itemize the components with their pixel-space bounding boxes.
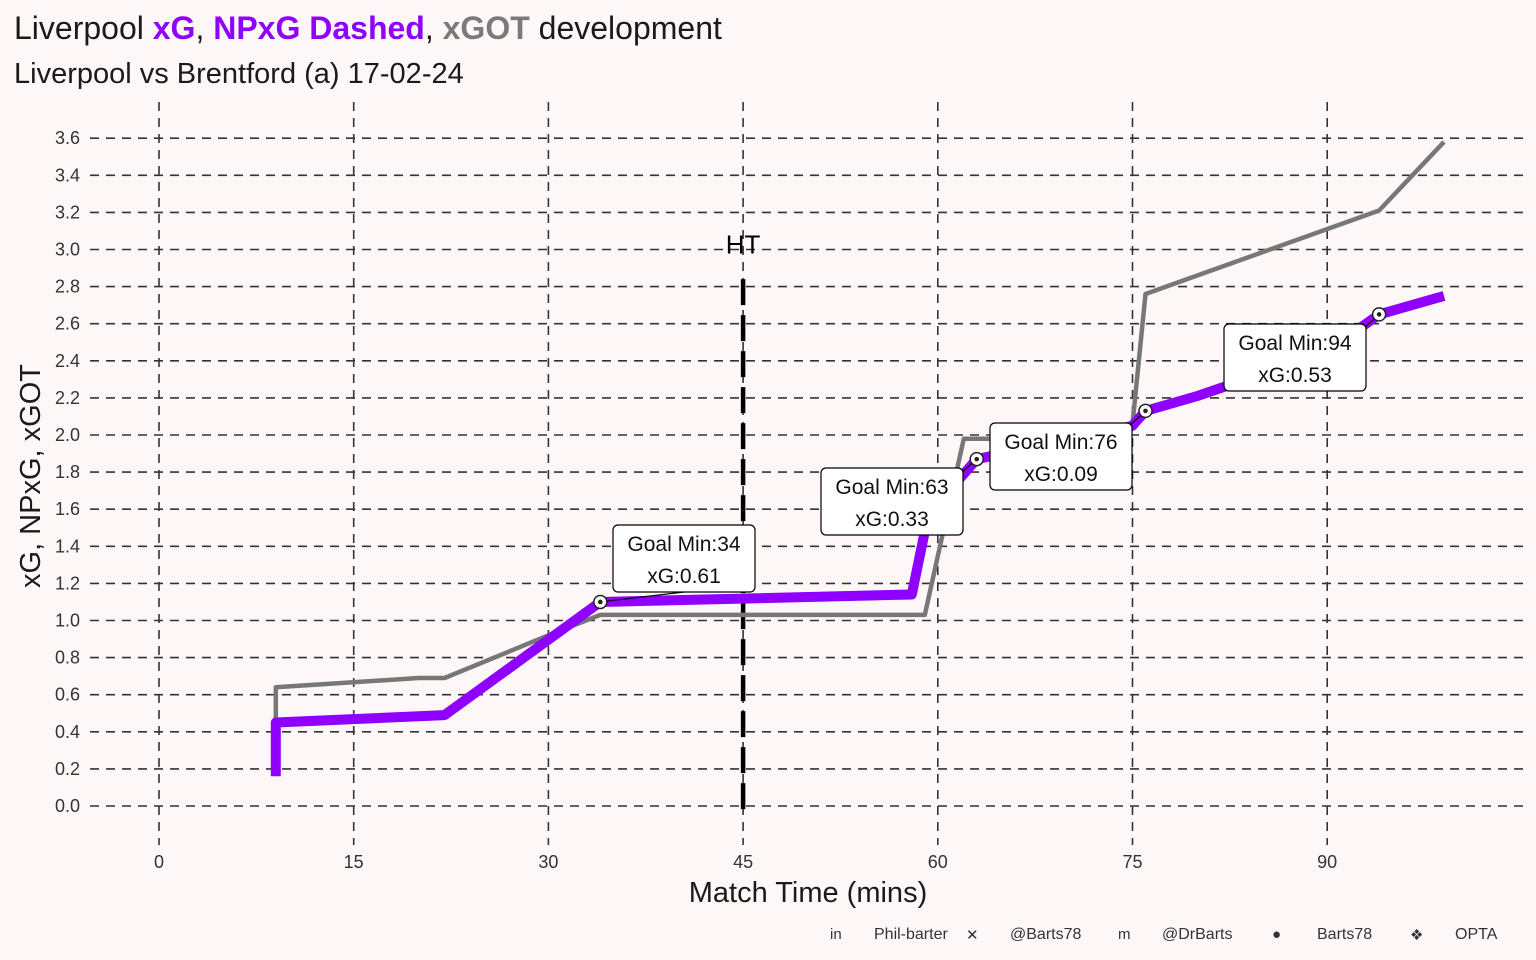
x-tick-label: 45 xyxy=(733,852,753,872)
goal-annotation-xg: xG:0.61 xyxy=(647,565,721,588)
y-tick-label: 1.2 xyxy=(55,573,80,593)
y-tick-label: 2.4 xyxy=(55,351,80,371)
goal-annotation-box xyxy=(1223,323,1367,392)
x-axis-label: Match Time (mins) xyxy=(689,877,927,909)
x-tick-label: 30 xyxy=(538,852,558,872)
goal-marker-center xyxy=(1376,312,1382,317)
y-axis-label: xG, NPxG, xGOT xyxy=(15,364,47,588)
goal-annotation-xg: xG:0.33 xyxy=(855,508,929,531)
x-tick-label: 75 xyxy=(1122,852,1142,872)
goal-marker-center xyxy=(974,456,980,462)
goal-annotation-xg: xG:0.09 xyxy=(1024,463,1098,486)
goal-connector xyxy=(600,591,685,603)
y-tick-label: 0.4 xyxy=(55,722,80,742)
y-tick-label: 3.0 xyxy=(55,240,80,260)
mastodon-icon: m xyxy=(1118,926,1131,943)
title-npxg: NPxG Dashed xyxy=(213,10,425,46)
goal-annotation-minute: Goal Min:94 xyxy=(1238,332,1352,355)
y-tick-label: 1.4 xyxy=(55,536,80,556)
chart-subtitle: Liverpool vs Brentford (a) 17-02-24 xyxy=(14,58,464,90)
title-suffix: development xyxy=(538,10,722,46)
footer-github: Barts78 xyxy=(1317,926,1373,943)
y-tick-label: 2.0 xyxy=(55,425,80,445)
footer-mastodon: @DrBarts xyxy=(1162,926,1233,943)
y-tick-label: 0.2 xyxy=(55,759,80,779)
goal-marker-center xyxy=(598,599,603,605)
x-icon: ✕ xyxy=(966,927,979,944)
y-tick-label: 0.8 xyxy=(55,648,80,668)
title-xgot: xGOT xyxy=(442,10,530,46)
y-tick-label: 1.6 xyxy=(55,499,80,519)
x-tick-label: 90 xyxy=(1317,852,1337,872)
y-tick-label: 1.0 xyxy=(55,611,80,631)
title-xg: xG xyxy=(152,10,196,46)
x-tick-label: 15 xyxy=(344,852,364,872)
y-tick-label: 0.0 xyxy=(55,796,80,816)
y-tick-label: 1.8 xyxy=(55,462,80,482)
goal-annotation-minute: Goal Min:63 xyxy=(835,476,948,499)
chart-title: Liverpool xG, NPxG Dashed, xGOT developm… xyxy=(14,10,722,46)
goal-marker-center xyxy=(1143,408,1148,414)
y-tick-label: 2.8 xyxy=(55,277,80,297)
goal-annotation-box xyxy=(989,422,1133,491)
goal-annotation-minute: Goal Min:34 xyxy=(627,533,741,556)
y-tick-label: 3.6 xyxy=(55,128,80,148)
halftime-label: HT xyxy=(726,230,761,260)
y-tick-label: 2.6 xyxy=(55,314,80,334)
goal-annotation-minute: Goal Min:76 xyxy=(1004,431,1117,454)
footer-source: OPTA xyxy=(1455,926,1498,943)
goal-annotation-box xyxy=(612,524,756,593)
github-icon: ● xyxy=(1272,926,1282,943)
y-tick-label: 2.2 xyxy=(55,388,80,408)
x-tick-label: 60 xyxy=(928,852,948,872)
goal-annotation-box xyxy=(820,467,964,536)
y-tick-label: 3.4 xyxy=(55,165,80,185)
y-tick-label: 3.2 xyxy=(55,202,80,222)
footer-linkedin: Phil-barter xyxy=(874,926,948,943)
y-tick-label: 0.6 xyxy=(55,685,80,705)
dropbox-icon: ❖ xyxy=(1410,927,1424,944)
x-tick-label: 0 xyxy=(154,852,164,872)
linkedin-icon: in xyxy=(830,926,842,943)
goal-annotation-xg: xG:0.53 xyxy=(1258,364,1332,387)
footer-x: @Barts78 xyxy=(1010,926,1082,943)
title-team: Liverpool xyxy=(14,10,144,46)
